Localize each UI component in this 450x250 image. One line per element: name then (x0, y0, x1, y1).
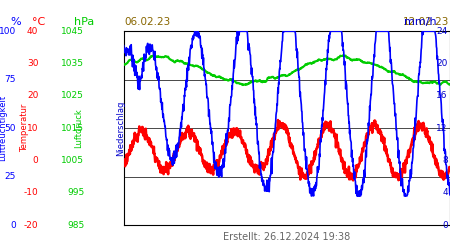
Text: 4: 4 (442, 188, 448, 197)
Text: 30: 30 (27, 59, 38, 68)
Text: 1015: 1015 (61, 124, 84, 132)
Text: mm/h: mm/h (404, 17, 436, 27)
Text: 20: 20 (436, 59, 448, 68)
Text: hPa: hPa (74, 17, 94, 27)
Text: 10: 10 (27, 124, 38, 132)
Text: 24: 24 (436, 27, 448, 36)
Text: Erstellt: 26.12.2024 19:38: Erstellt: 26.12.2024 19:38 (223, 232, 351, 242)
Text: 40: 40 (27, 27, 38, 36)
Text: 50: 50 (4, 124, 16, 132)
Text: 1045: 1045 (61, 27, 84, 36)
Text: 0: 0 (442, 220, 448, 230)
Text: 8: 8 (442, 156, 448, 165)
Text: Luftdruck: Luftdruck (74, 108, 83, 148)
Text: 1035: 1035 (61, 59, 84, 68)
Text: -20: -20 (24, 220, 38, 230)
Text: 20: 20 (27, 91, 38, 100)
Text: -10: -10 (23, 188, 38, 197)
Text: Luftfeuchtigkeit: Luftfeuchtigkeit (0, 95, 7, 161)
Text: 0: 0 (10, 220, 16, 230)
Text: %: % (11, 17, 22, 27)
Text: 25: 25 (4, 172, 16, 181)
Text: °C: °C (32, 17, 45, 27)
Text: 100: 100 (0, 27, 16, 36)
Text: 1005: 1005 (61, 156, 84, 165)
Text: Temperatur: Temperatur (20, 104, 29, 152)
Text: 75: 75 (4, 75, 16, 84)
Text: 995: 995 (67, 188, 84, 197)
Text: Niederschlag: Niederschlag (116, 100, 125, 156)
Text: 985: 985 (67, 220, 84, 230)
Text: 06.02.23: 06.02.23 (124, 18, 171, 27)
Text: 1025: 1025 (61, 91, 84, 100)
Text: 12.02.23: 12.02.23 (403, 18, 450, 27)
Text: 16: 16 (436, 91, 448, 100)
Text: 12: 12 (436, 124, 448, 132)
Text: 0: 0 (32, 156, 38, 165)
